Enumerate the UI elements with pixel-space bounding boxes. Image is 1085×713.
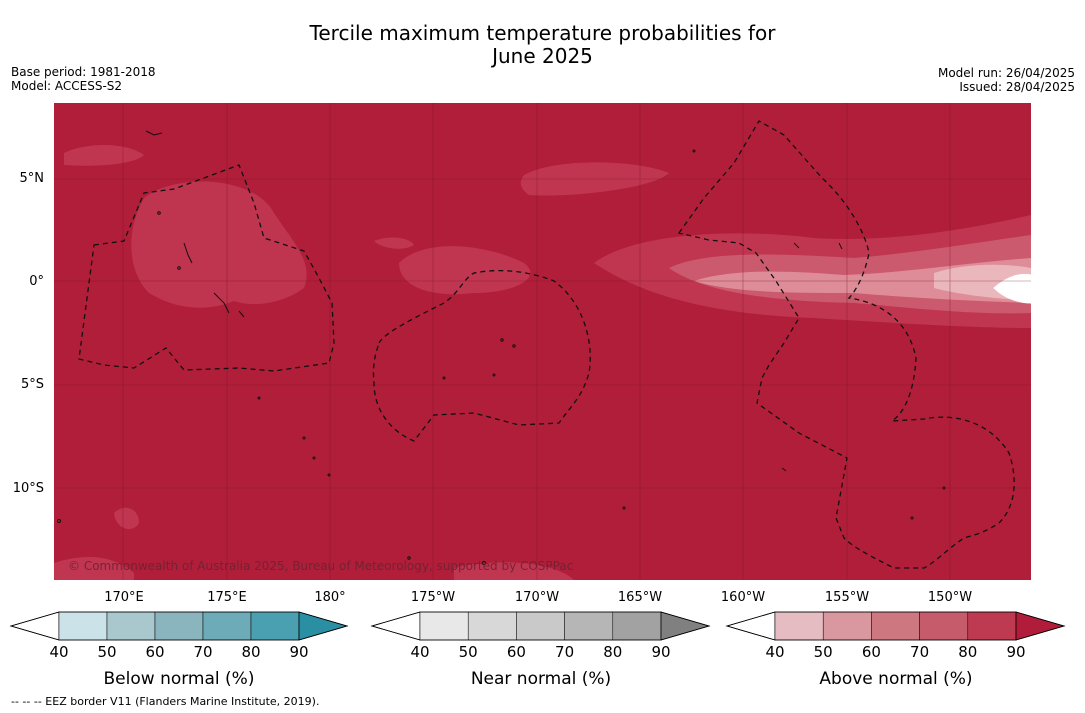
colorbar-below-tick: 60 — [145, 643, 165, 661]
colorbar-below-tick: 70 — [193, 643, 213, 661]
colorbar-above-tick: 40 — [765, 643, 785, 661]
lat-label-5n: 5°N — [19, 171, 45, 186]
copyright-text: © Commonwealth of Australia 2025, Bureau… — [68, 559, 574, 573]
colorbar-above-high-extend — [1015, 611, 1066, 641]
colorbar-title-near: Near normal (%) — [470, 669, 612, 689]
shade-west-small-1 — [64, 145, 144, 166]
model-run-text: Model run: 26/04/2025 — [937, 66, 1075, 80]
colorbar-below — [9, 611, 349, 641]
colorbar-above-tick: 90 — [1006, 643, 1026, 661]
shade-below-40 — [993, 273, 1031, 304]
colorbar-below-tick: 40 — [49, 643, 69, 661]
colorbar-above-low-extend — [725, 611, 776, 641]
shade-small-mid — [374, 237, 414, 249]
meta-right: Model run: 26/04/2025 Issued: 28/04/2025 — [938, 66, 1075, 94]
colorbar-below-segment — [106, 611, 156, 641]
base-period-text: Base period: 1981-2018 — [11, 65, 156, 79]
colorbar-above-tick: 60 — [861, 643, 881, 661]
issued-text: Issued: 28/04/2025 — [959, 80, 1075, 94]
colorbar-near-tick: 50 — [458, 643, 478, 661]
title-line-2: June 2025 — [492, 44, 593, 68]
shade-equator-band-3 — [694, 258, 1031, 303]
title-line-1: Tercile maximum temperature probabilitie… — [309, 21, 776, 45]
eez-central — [372, 269, 591, 442]
lon-label-170w: 170°W — [514, 590, 560, 605]
map-svg — [54, 103, 1031, 580]
lat-label-10s: 10°S — [12, 481, 44, 496]
colorbar-near-tick: 60 — [506, 643, 526, 661]
colorbar-above-segment — [822, 611, 872, 641]
colorbar-title-above: Above normal (%) — [819, 669, 973, 689]
colorbar-near-tick: 90 — [651, 643, 671, 661]
colorbar-above-segment — [919, 611, 969, 641]
lat-label-0: 0° — [29, 274, 44, 289]
meta-left: Base period: 1981-2018 Model: ACCESS-S2 — [11, 65, 156, 93]
colorbar-above-segment — [774, 611, 824, 641]
lon-label-175w: 175°W — [410, 590, 456, 605]
colorbar-title-below: Below normal (%) — [103, 669, 255, 689]
eez-borders — [78, 120, 1015, 569]
colorbar-near-segment — [516, 611, 565, 641]
lon-label-175e: 175°E — [207, 590, 247, 605]
lon-label-170e: 170°E — [104, 590, 144, 605]
model-text: Model: ACCESS-S2 — [11, 79, 123, 93]
colorbars-svg — [9, 611, 1066, 641]
chart-title: Tercile maximum temperature probabilitie… — [0, 22, 1085, 68]
colorbar-near-tick: 40 — [410, 643, 430, 661]
shade-south-strip — [54, 557, 134, 580]
lon-label-150w: 150°W — [927, 590, 973, 605]
colorbar-below-tick: 50 — [97, 643, 117, 661]
colorbar-near-outline — [370, 611, 711, 641]
colorbar-above-segment — [871, 611, 920, 641]
colorbar-above-segment — [967, 611, 1017, 641]
colorbar-above-outline — [725, 611, 1066, 641]
colorbar-below-high-extend — [298, 611, 349, 641]
colorbar-below-segment — [58, 611, 108, 641]
footnote: -- -- -- EEZ border V11 (Flanders Marine… — [11, 695, 320, 708]
colorbar-near-high-extend — [660, 611, 711, 641]
islands — [57, 130, 946, 565]
colorbar-above-tick: 80 — [958, 643, 978, 661]
colorbar-below-segment — [202, 611, 252, 641]
eez-west — [78, 164, 335, 372]
colorbar-near-segment — [612, 611, 662, 641]
eez-east — [677, 120, 1015, 569]
colorbar-above-tick: 50 — [813, 643, 833, 661]
shade-south-strip-2 — [454, 562, 574, 580]
shade-mid-blob — [399, 246, 531, 295]
colorbar-below-low-extend — [9, 611, 60, 641]
colorbar-near-segment — [564, 611, 614, 641]
colorbar-below-tick: 80 — [241, 643, 261, 661]
colorbar-near-segment — [467, 611, 517, 641]
lon-label-155w: 155°W — [824, 590, 870, 605]
shade-west-blob — [131, 181, 307, 308]
colorbar-below-segment — [154, 611, 204, 641]
colorbar-near — [370, 611, 711, 641]
map-panel: © Commonwealth of Australia 2025, Bureau… — [54, 103, 1031, 580]
colorbar-near-tick: 70 — [555, 643, 575, 661]
lon-label-160w: 160°W — [720, 590, 766, 605]
lat-label-5s: 5°S — [20, 377, 44, 392]
colorbar-near-segment — [419, 611, 469, 641]
colorbar-below-outline — [9, 611, 349, 641]
shade-west-small-2 — [114, 507, 139, 529]
colorbar-near-low-extend — [370, 611, 421, 641]
colorbar-above — [725, 611, 1066, 641]
colorbar-above-tick: 70 — [910, 643, 930, 661]
colorbar-near-tick: 80 — [603, 643, 623, 661]
graticule — [54, 103, 1031, 580]
colorbar-below-segment — [250, 611, 300, 641]
colorbar-below-tick: 90 — [289, 643, 309, 661]
lon-label-180: 180° — [314, 590, 346, 605]
lon-label-165w: 165°W — [617, 590, 663, 605]
